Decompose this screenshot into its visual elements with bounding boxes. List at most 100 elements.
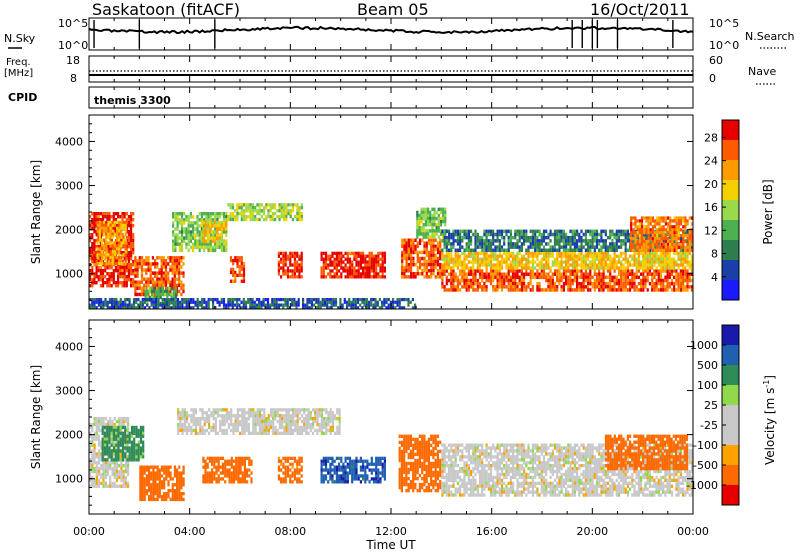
heatmap-cell: [410, 269, 413, 273]
heatmap-cell: [485, 266, 488, 270]
heatmap-cell: [602, 260, 605, 264]
heatmap-cell: [580, 257, 583, 261]
heatmap-cell: [321, 303, 324, 307]
heatmap-cell: [245, 217, 248, 222]
heatmap-cell: [122, 262, 125, 266]
heatmap-cell: [330, 303, 333, 307]
heatmap-cell: [442, 216, 445, 221]
heatmap-cell: [496, 288, 499, 292]
heatmap-cell: [520, 229, 523, 234]
heatmap-cell: [459, 272, 462, 276]
heatmap-cell: [642, 272, 645, 276]
heatmap-cell: [216, 215, 219, 219]
heatmap-cell: [189, 221, 192, 225]
heatmap-cell: [93, 298, 96, 302]
heatmap-cell: [106, 458, 109, 462]
heatmap-cell: [104, 461, 107, 465]
date-title: 16/Oct/2011: [590, 0, 690, 19]
heatmap-cell: [300, 214, 303, 219]
heatmap-cell: [89, 306, 92, 310]
heatmap-cell: [668, 235, 671, 240]
heatmap-cell: [671, 231, 674, 235]
heatmap-cell: [432, 247, 435, 252]
heatmap-cell: [573, 254, 576, 258]
heatmap-cell: [686, 272, 689, 276]
colorbar-swatch: [722, 160, 739, 181]
heatmap-cell: [172, 230, 175, 234]
heatmap-cell: [439, 219, 443, 224]
heatmap-cell: [677, 242, 680, 247]
heatmap-cell: [569, 248, 572, 252]
heatmap-cell: [352, 298, 355, 302]
heatmap-cell: [430, 247, 433, 252]
heatmap-cell: [560, 272, 563, 276]
heatmap-cell: [598, 285, 601, 289]
heatmap-cell: [542, 266, 546, 270]
heatmap-cell: [175, 283, 179, 288]
heatmap-cell: [638, 222, 641, 226]
heatmap-cell: [624, 242, 627, 246]
heatmap-cell: [120, 464, 123, 468]
heatmap-cell: [298, 269, 301, 273]
heatmap-cell: [342, 260, 345, 264]
heatmap-cell: [127, 484, 130, 488]
heatmap-cell: [123, 269, 126, 273]
heatmap-cell: [516, 251, 519, 255]
heatmap-cell: [203, 242, 206, 246]
heatmap-cell: [509, 254, 512, 258]
heatmap-cell: [439, 265, 442, 270]
heatmap-cell: [613, 278, 616, 283]
heatmap-cell: [630, 242, 633, 247]
heatmap-cell: [115, 303, 118, 307]
heatmap-cell: [124, 443, 127, 447]
heatmap-cell: [282, 203, 286, 207]
heatmap-cell: [414, 238, 417, 242]
heatmap-cell: [200, 233, 203, 237]
heatmap-cell: [514, 257, 517, 261]
heatmap-cell: [651, 242, 654, 247]
heatmap-cell: [194, 233, 197, 237]
heatmap-cell: [113, 250, 116, 254]
heatmap-cell: [657, 278, 660, 283]
heatmap-cell: [567, 239, 570, 243]
heatmap-cell: [431, 226, 434, 230]
heatmap-cell: [578, 232, 581, 237]
heatmap-cell: [103, 425, 106, 430]
heatmap-cell: [93, 419, 96, 424]
heatmap-cell: [365, 298, 368, 302]
heatmap-cell: [640, 222, 644, 226]
heatmap-cell: [540, 232, 543, 237]
heatmap-cell: [487, 272, 490, 276]
heatmap-cell: [96, 229, 99, 233]
heatmap-cell: [151, 277, 154, 281]
heatmap-cell: [492, 275, 495, 280]
heatmap-cell: [589, 275, 592, 280]
heatmap-cell: [171, 271, 174, 275]
heatmap-cell: [573, 278, 576, 283]
heatmap-cell: [209, 227, 212, 231]
heatmap-cell: [118, 253, 121, 257]
heatmap-cell: [112, 212, 115, 216]
heatmap-cell: [168, 300, 171, 304]
heatmap-cell: [282, 254, 285, 258]
heatmap-cell: [465, 272, 468, 276]
heatmap-cell: [335, 266, 338, 270]
heatmap-cell: [529, 239, 532, 243]
heatmap-cell: [170, 306, 173, 310]
heatmap-cell: [580, 254, 583, 258]
heatmap-cell: [157, 306, 160, 310]
heatmap-cell: [89, 278, 92, 282]
heatmap-cell: [427, 256, 431, 261]
heatmap-cell: [100, 440, 103, 444]
heatmap-cell: [95, 260, 98, 264]
heatmap-cell: [576, 266, 579, 270]
heatmap-cell: [514, 235, 517, 240]
heatmap-cell: [688, 266, 691, 270]
heatmap-cell: [372, 269, 376, 273]
heatmap-cell: [567, 288, 570, 292]
heatmap-cell: [600, 232, 603, 237]
heatmap-cell: [660, 228, 663, 232]
heatmap-cell: [420, 210, 423, 215]
heatmap-cell: [106, 306, 109, 310]
heatmap-cell: [118, 247, 121, 251]
